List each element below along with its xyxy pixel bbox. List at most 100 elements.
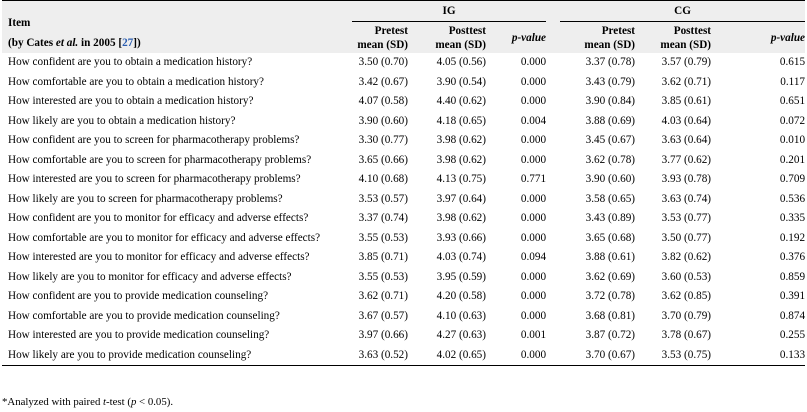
ig-pvalue-cell: 0.000 bbox=[520, 134, 547, 146]
ig-pvalue-cell: 0.000 bbox=[520, 153, 547, 166]
ig-pvalue-cell: 0.000 bbox=[520, 95, 547, 107]
item-cell: How likely are you to provide medication… bbox=[2, 345, 352, 366]
ig-posttest-cell: 4.18 (0.65) bbox=[436, 114, 486, 127]
cg-posttest-cell: 3.63 (0.64) bbox=[661, 134, 712, 146]
cg-posttest-cell: 3.85 (0.61) bbox=[661, 95, 712, 107]
cg-pvalue-cell: 0.072 bbox=[779, 114, 806, 127]
ig-pvalue-cell: 0.000 bbox=[520, 56, 547, 68]
table-row: How confident are you to obtain a medica… bbox=[2, 53, 805, 73]
item-column-header: Item (by Cates et al. in 2005 [27]) bbox=[2, 0, 352, 53]
cg-posttest-cell: 3.50 (0.77) bbox=[661, 231, 712, 244]
table-row: How likely are you to provide medication… bbox=[2, 345, 806, 366]
gap-cell bbox=[546, 209, 560, 229]
ig-posttest-cell: 4.40 (0.62) bbox=[436, 95, 486, 107]
cg-posttest-cell: 3.63 (0.74) bbox=[661, 192, 712, 205]
item-cell: How interested are you to screen for pha… bbox=[8, 173, 301, 185]
cg-pvalue-cell: 0.201 bbox=[779, 153, 806, 166]
table-row: How interested are you to provide medica… bbox=[2, 326, 805, 346]
ig-pretest-cell: 3.53 (0.57) bbox=[358, 192, 408, 205]
ig-pretest-cell: 4.07 (0.58) bbox=[358, 95, 408, 107]
ig-pvalue-header: p-value bbox=[486, 21, 547, 53]
ig-pvalue-cell: 0.000 bbox=[520, 270, 547, 283]
item-cell: How confident are you to obtain a medica… bbox=[8, 56, 253, 68]
table-row: How interested are you to monitor for ef… bbox=[2, 248, 805, 268]
cg-posttest-cell: 3.77 (0.62) bbox=[661, 153, 712, 166]
gap-cell bbox=[546, 287, 560, 307]
ig-pretest-cell: 3.30 (0.77) bbox=[358, 134, 408, 146]
item-cell: How likely are you to screen for pharmac… bbox=[8, 192, 283, 205]
cg-pvalue-cell: 0.709 bbox=[779, 173, 806, 185]
ig-pvalue-cell: 0.000 bbox=[520, 75, 547, 88]
cg-posttest-cell: 3.70 (0.79) bbox=[661, 309, 712, 322]
cg-posttest-cell: 3.93 (0.78) bbox=[661, 173, 712, 185]
ig-pretest-cell: 3.42 (0.67) bbox=[358, 75, 408, 88]
ig-posttest-cell: 3.98 (0.62) bbox=[436, 153, 486, 166]
ig-posttest-header: Posttest mean (SD) bbox=[408, 21, 486, 53]
ig-posttest-cell: 4.13 (0.75) bbox=[436, 173, 486, 185]
table-body: How confident are you to obtain a medica… bbox=[2, 53, 806, 366]
ig-pvalue-cell: 0.771 bbox=[520, 173, 547, 185]
ig-posttest-cell: 3.98 (0.62) bbox=[436, 212, 486, 224]
ig-group-header: IG bbox=[352, 0, 547, 22]
cg-pretest-cell: 3.45 (0.67) bbox=[585, 134, 636, 146]
ig-pvalue-cell: 0.094 bbox=[520, 251, 547, 263]
cg-posttest-cell: 3.82 (0.62) bbox=[661, 251, 712, 263]
gap-cell bbox=[546, 53, 560, 73]
cg-group-header: CG bbox=[560, 0, 806, 22]
cg-pretest-cell: 3.62 (0.69) bbox=[585, 270, 636, 283]
ig-pvalue-cell: 0.004 bbox=[520, 114, 547, 127]
cg-pvalue-cell: 0.192 bbox=[779, 231, 806, 244]
ig-pretest-header: Pretest mean (SD) bbox=[352, 21, 408, 53]
gap-cell bbox=[546, 307, 560, 327]
ig-pretest-cell: 3.37 (0.74) bbox=[358, 212, 408, 224]
ig-pretest-cell: 3.62 (0.71) bbox=[358, 290, 408, 302]
cg-pretest-cell: 3.87 (0.72) bbox=[585, 329, 636, 341]
cg-pvalue-cell: 0.133 bbox=[711, 345, 806, 366]
ig-pvalue-cell: 0.001 bbox=[520, 329, 547, 341]
ig-pretest-cell: 3.50 (0.70) bbox=[358, 56, 408, 68]
table-row: How likely are you to screen for pharmac… bbox=[2, 190, 805, 210]
item-cell: How interested are you to provide medica… bbox=[8, 329, 270, 341]
cg-pvalue-cell: 0.117 bbox=[780, 75, 806, 88]
table-row: How interested are you to screen for pha… bbox=[2, 170, 805, 190]
ig-pretest-cell: 3.85 (0.71) bbox=[358, 251, 408, 263]
ig-pretest-cell: 4.10 (0.68) bbox=[358, 173, 408, 185]
table-row: How comfortable are you to provide medic… bbox=[2, 307, 805, 327]
gap-cell bbox=[546, 190, 560, 210]
cg-pretest-cell: 3.90 (0.84) bbox=[585, 95, 636, 107]
item-source: (by Cates et al. in 2005 [27]) bbox=[8, 37, 141, 49]
ig-posttest-cell: 3.98 (0.62) bbox=[436, 134, 486, 146]
cg-pretest-cell: 3.65 (0.68) bbox=[585, 231, 636, 244]
ig-pvalue-cell: 0.000 bbox=[520, 212, 547, 224]
cg-pretest-cell: 3.88 (0.61) bbox=[585, 251, 636, 263]
ig-posttest-cell: 4.27 (0.63) bbox=[436, 329, 486, 341]
cg-posttest-cell: 3.78 (0.67) bbox=[661, 329, 712, 341]
cg-posttest-cell: 3.62 (0.85) bbox=[661, 290, 712, 302]
reference-link[interactable]: 27 bbox=[122, 37, 134, 49]
ig-pvalue-cell: 0.000 bbox=[520, 231, 547, 244]
ig-pvalue-cell: 0.000 bbox=[520, 309, 547, 322]
ig-posttest-cell: 3.90 (0.54) bbox=[436, 75, 486, 88]
item-cell: How likely are you to monitor for effica… bbox=[8, 270, 292, 283]
cg-pvalue-cell: 0.859 bbox=[779, 270, 806, 283]
table-row: How likely are you to monitor for effica… bbox=[2, 268, 805, 288]
cg-pretest-cell: 3.58 (0.65) bbox=[585, 192, 636, 205]
cg-posttest-cell: 3.53 (0.75) bbox=[635, 345, 712, 366]
cg-posttest-cell: 3.53 (0.77) bbox=[661, 212, 712, 224]
gap-cell bbox=[546, 151, 560, 171]
cg-pvalue-cell: 0.376 bbox=[779, 251, 806, 263]
table-row: How likely are you to obtain a medicatio… bbox=[2, 112, 805, 132]
ig-pretest-cell: 3.97 (0.66) bbox=[358, 329, 408, 341]
cg-pvalue-cell: 0.651 bbox=[779, 95, 806, 107]
cg-pvalue-cell: 0.391 bbox=[779, 290, 806, 302]
ig-pvalue-cell: 0.000 bbox=[486, 345, 547, 366]
item-cell: How comfortable are you to obtain a medi… bbox=[8, 75, 264, 88]
cg-pretest-cell: 3.90 (0.60) bbox=[585, 173, 636, 185]
cg-pvalue-cell: 0.536 bbox=[779, 192, 806, 205]
table-row: How comfortable are you to obtain a medi… bbox=[2, 73, 805, 93]
ig-pretest-cell: 3.65 (0.66) bbox=[358, 153, 408, 166]
ig-posttest-cell: 4.10 (0.63) bbox=[436, 309, 486, 322]
table-row: How confident are you to screen for phar… bbox=[2, 131, 805, 151]
table-row: How confident are you to provide medicat… bbox=[2, 287, 805, 307]
item-cell: How interested are you to obtain a medic… bbox=[8, 95, 254, 107]
